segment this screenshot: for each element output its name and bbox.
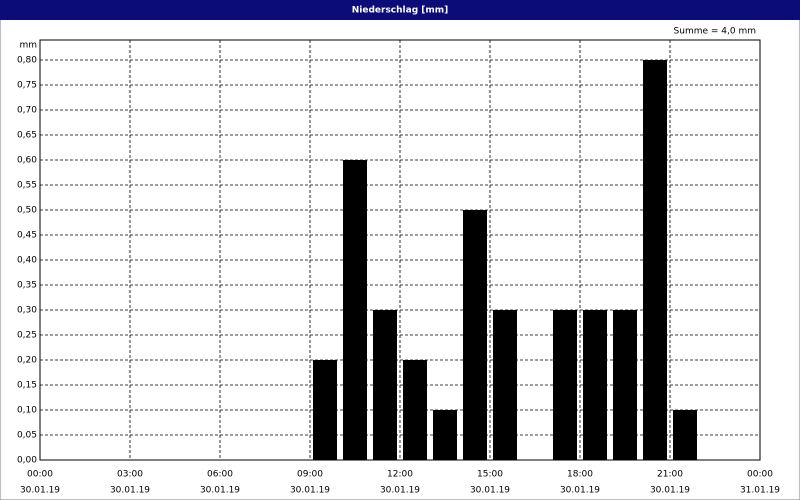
x-tick-label: 18:00 xyxy=(567,470,593,480)
y-tick-label: 0,25 xyxy=(17,331,37,341)
x-tick-date: 30.01.19 xyxy=(200,486,240,496)
bar xyxy=(403,360,427,460)
x-tick-label: 09:00 xyxy=(297,470,323,480)
y-tick-label: 0,50 xyxy=(17,206,37,216)
annotation: Summe = 4,0 mm xyxy=(674,27,756,37)
y-tick-label: 0,10 xyxy=(17,406,37,416)
x-tick-label: 21:00 xyxy=(657,470,683,480)
bar xyxy=(373,310,397,460)
bar xyxy=(493,310,517,460)
x-tick-date: 30.01.19 xyxy=(380,486,420,496)
bar xyxy=(643,60,667,460)
y-tick-label: 0,15 xyxy=(17,381,37,391)
x-tick-label: 00:00 xyxy=(747,470,773,480)
bar xyxy=(343,160,367,460)
y-tick-label: 0,05 xyxy=(17,431,37,441)
bar xyxy=(673,410,697,460)
y-tick-label: 0,60 xyxy=(17,156,37,166)
x-tick-date: 30.01.19 xyxy=(20,486,60,496)
x-tick-date: 30.01.19 xyxy=(290,486,330,496)
y-tick-label: 0,65 xyxy=(17,131,37,141)
bar xyxy=(583,310,607,460)
y-tick-label: 0,75 xyxy=(17,81,37,91)
y-tick-label: 0,30 xyxy=(17,306,37,316)
y-tick-label: 0,00 xyxy=(17,456,37,466)
y-axis-label: mm xyxy=(19,41,37,51)
x-tick-label: 12:00 xyxy=(387,470,413,480)
x-tick-label: 00:00 xyxy=(27,470,53,480)
bar xyxy=(463,210,487,460)
x-tick-date: 30.01.19 xyxy=(470,486,510,496)
y-tick-label: 0,55 xyxy=(17,181,37,191)
x-tick-date: 30.01.19 xyxy=(110,486,150,496)
x-tick-label: 06:00 xyxy=(207,470,233,480)
bar xyxy=(613,310,637,460)
title-bar xyxy=(0,0,800,20)
y-tick-label: 0,20 xyxy=(17,356,37,366)
bar xyxy=(553,310,577,460)
chart-title: Niederschlag [mm] xyxy=(352,6,449,16)
x-tick-date: 31.01.19 xyxy=(740,486,780,496)
y-tick-label: 0,70 xyxy=(17,106,37,116)
x-tick-date: 30.01.19 xyxy=(650,486,690,496)
bar xyxy=(433,410,457,460)
bar xyxy=(313,360,337,460)
y-tick-label: 0,35 xyxy=(17,281,37,291)
y-tick-label: 0,80 xyxy=(17,56,37,66)
y-tick-label: 0,40 xyxy=(17,256,37,266)
y-tick-label: 0,45 xyxy=(17,231,37,241)
x-tick-label: 03:00 xyxy=(117,470,143,480)
x-tick-date: 30.01.19 xyxy=(560,486,600,496)
x-tick-label: 15:00 xyxy=(477,470,503,480)
